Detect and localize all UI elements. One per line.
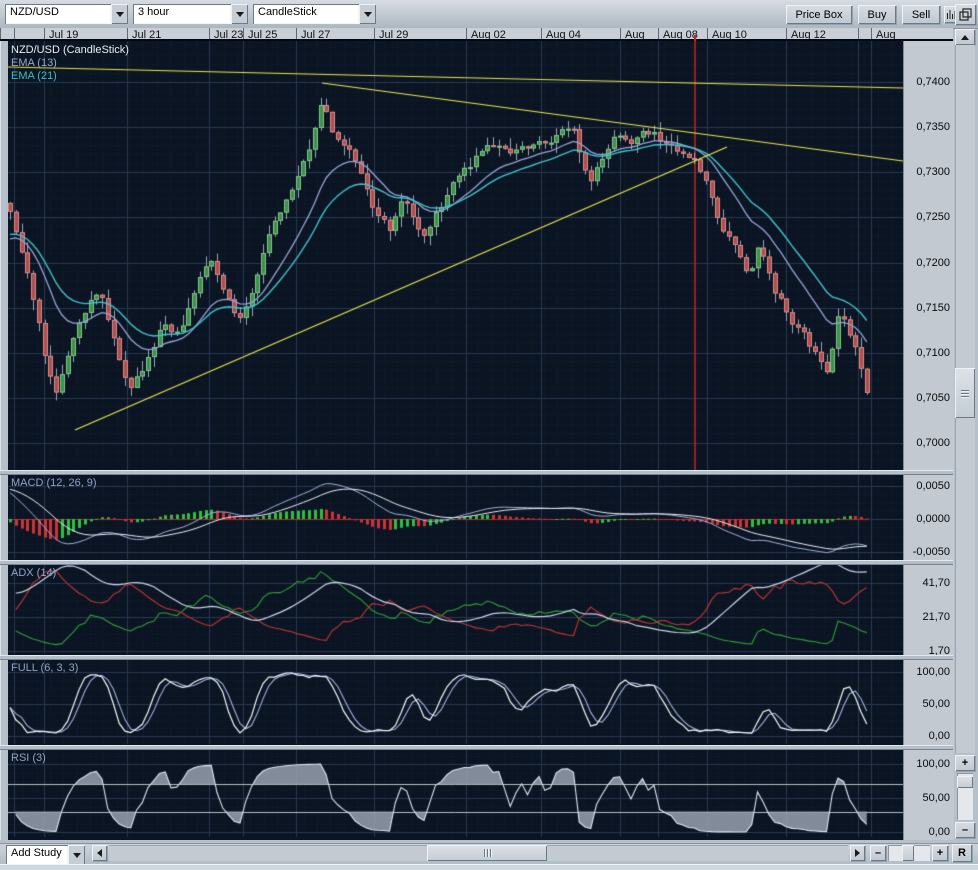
panel-splitter[interactable] (0, 745, 953, 750)
date-cell (14, 28, 45, 39)
vertical-scrollbar-thumb[interactable] (955, 368, 975, 418)
adx-axis-tick: 21,70 (922, 611, 950, 623)
minus-icon: – (874, 847, 882, 859)
toolbar: NZD/USD 3 hour CandleStick Price Box Buy… (0, 0, 978, 29)
price-axis-tick: 0,7250 (916, 211, 950, 223)
window-bottom-edge (0, 864, 978, 870)
date-cell: Aug 12 (786, 28, 859, 39)
vertical-zoom-slider-thumb[interactable] (957, 776, 973, 788)
rsi-axis-tick: 0,00 (928, 826, 950, 838)
plus-icon: + (936, 847, 944, 859)
scroll-right-button[interactable] (850, 845, 865, 861)
thumb-grip-icon (483, 849, 491, 857)
buy-label: Buy (867, 8, 887, 21)
price-axis-tick: 0,7400 (916, 76, 950, 88)
chevron-down-icon (115, 11, 124, 17)
symbol-select[interactable]: NZD/USD (5, 4, 128, 24)
date-cell: Aug 08 (658, 28, 708, 39)
date-cell: Jul 19 (44, 28, 128, 39)
interval-dropdown-button[interactable] (231, 4, 248, 24)
adx-axis-tick: 41,70 (922, 577, 950, 589)
scroll-up-icon (961, 34, 969, 40)
vertical-zoom-in-button[interactable]: + (955, 755, 975, 771)
horizontal-scrollbar-thumb[interactable] (427, 845, 547, 861)
price-axis-tick: 0,7050 (916, 392, 950, 404)
sell-button[interactable]: Sell (902, 5, 940, 24)
date-cell (858, 28, 872, 39)
chart-type-select[interactable]: CandleStick (253, 4, 376, 24)
chevron-down-icon (235, 11, 244, 17)
horizontal-zoom-slider-thumb[interactable] (902, 845, 914, 861)
macd-axis-tick: 0,0050 (916, 480, 950, 492)
sell-label: Sell (911, 8, 931, 21)
cascade-windows-button[interactable] (955, 4, 976, 25)
price-box-button[interactable]: Price Box (786, 5, 852, 24)
reset-label: R (958, 847, 966, 859)
price-axis-tick: 0,7100 (916, 347, 950, 359)
chart-top-border (0, 39, 953, 41)
price-axis-tick: 0,7300 (916, 166, 950, 178)
price-axis-tick: 0,7000 (916, 437, 950, 449)
full-axis-tick: 50,00 (922, 698, 950, 710)
price-axis-tick: 0,7150 (916, 302, 950, 314)
date-cell: Aug 04 (541, 28, 621, 39)
reset-button[interactable]: R (952, 844, 972, 862)
value-axis-column: 0,7400 0,7350 0,7300 0,7250 0,7200 0,7150 0,71… (903, 41, 954, 840)
panel-splitter[interactable] (0, 560, 953, 565)
date-cell: Aug 1 (871, 28, 904, 39)
date-cell: Jul 29 (374, 28, 467, 39)
chart-type-dropdown-button[interactable] (359, 4, 376, 24)
chevron-down-icon (72, 852, 81, 858)
add-study-dropdown-button[interactable] (68, 845, 85, 865)
full-axis-tick: 0,00 (928, 730, 950, 742)
interval-select[interactable]: 3 hour (133, 4, 248, 24)
scroll-left-icon (97, 849, 102, 857)
cascade-windows-icon (959, 8, 972, 21)
scroll-up-button[interactable] (955, 29, 975, 45)
date-cell (0, 28, 15, 39)
buy-button[interactable]: Buy (858, 5, 896, 24)
rsi-axis-tick: 50,00 (922, 792, 950, 804)
panel-splitter[interactable] (0, 470, 953, 475)
symbol-value[interactable]: NZD/USD (5, 4, 111, 24)
scroll-left-button[interactable] (92, 845, 107, 861)
interval-value[interactable]: 3 hour (133, 4, 231, 24)
symbol-dropdown-button[interactable] (111, 4, 128, 24)
full-axis-tick: 100,00 (916, 666, 950, 678)
date-cell: Jul 25 (243, 28, 297, 39)
price-axis-tick: 0,7350 (916, 121, 950, 133)
date-cell: Aug 10 (707, 28, 787, 39)
horizontal-zoom-out-button[interactable]: – (870, 845, 886, 861)
rsi-axis-tick: 100,00 (916, 758, 950, 770)
event-marker-tick (694, 35, 696, 42)
date-cell: Jul 23 (209, 28, 244, 39)
chart-type-value[interactable]: CandleStick (253, 4, 359, 24)
plus-icon: + (961, 757, 969, 769)
date-axis: Jul 19 Jul 21 Jul 23 Jul 25 Jul 27 Jul 29 Aug … (0, 28, 953, 41)
vertical-zoom-out-button[interactable]: – (955, 822, 975, 838)
chevron-down-icon (363, 11, 372, 17)
date-cell: Aug 02 (466, 28, 542, 39)
horizontal-zoom-in-button[interactable]: + (932, 845, 948, 861)
date-cell: Jul 27 (296, 28, 375, 39)
panel-splitter[interactable] (0, 655, 953, 660)
add-study-select[interactable]: Add Study (6, 845, 85, 865)
macd-axis-tick: -0,0050 (912, 546, 950, 558)
minus-icon: – (961, 824, 969, 836)
date-cell: Aug 06 (620, 28, 659, 39)
thumb-grip-icon (961, 389, 969, 397)
price-box-label: Price Box (795, 8, 843, 21)
price-axis-tick: 0,7200 (916, 257, 950, 269)
macd-axis-tick: 0,0000 (916, 513, 950, 525)
adx-axis-tick: 1,70 (928, 645, 950, 657)
scroll-right-icon (855, 849, 860, 857)
chart-plot-area[interactable] (8, 41, 903, 840)
add-study-value[interactable]: Add Study (6, 845, 68, 865)
date-cell: Jul 21 (127, 28, 210, 39)
